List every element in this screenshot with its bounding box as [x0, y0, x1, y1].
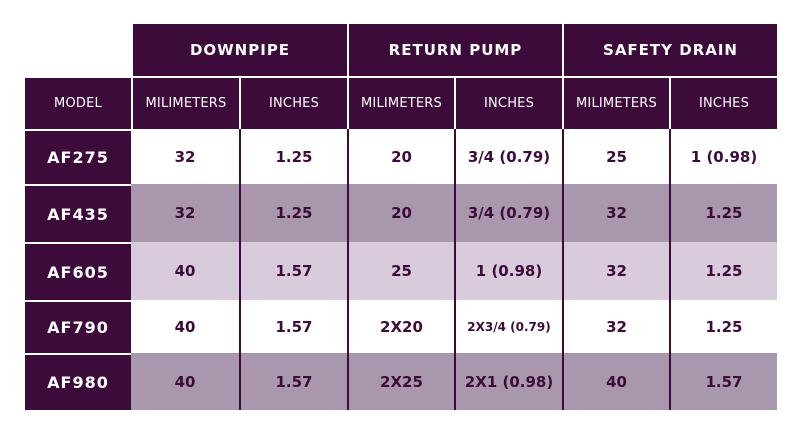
subheader-safety-mm: MILIMETERS — [562, 76, 669, 129]
cell-af980-return-mm: 2X25 — [347, 353, 454, 410]
cell-af275-return-in: 3/4 (0.79) — [454, 129, 562, 184]
cell-af790-downpipe-mm: 40 — [131, 300, 239, 353]
cell-af790-return-mm: 2X20 — [347, 300, 454, 353]
cell-af435-safety-in: 1.25 — [669, 184, 777, 242]
cell-af980-downpipe-in: 1.57 — [239, 353, 347, 410]
cell-af605-safety-in: 1.25 — [669, 242, 777, 300]
cell-af980-return-in: 2X1 (0.98) — [454, 353, 562, 410]
cell-af275-return-mm: 20 — [347, 129, 454, 184]
model-af790: AF790 — [25, 300, 131, 353]
subheader-downpipe-in: INCHES — [239, 76, 347, 129]
model-af605: AF605 — [25, 242, 131, 300]
cell-af435-downpipe-mm: 32 — [131, 184, 239, 242]
model-af435: AF435 — [25, 184, 131, 242]
cell-af605-downpipe-in: 1.57 — [239, 242, 347, 300]
pipe-size-table: DOWNPIPE RETURN PUMP SAFETY DRAIN MODEL … — [25, 24, 777, 410]
cell-af275-safety-mm: 25 — [562, 129, 669, 184]
cell-af605-safety-mm: 32 — [562, 242, 669, 300]
model-af980: AF980 — [25, 353, 131, 410]
cell-af435-return-in: 3/4 (0.79) — [454, 184, 562, 242]
cell-af435-return-mm: 20 — [347, 184, 454, 242]
cell-af790-return-in: 2X3/4 (0.79) — [454, 300, 562, 353]
cell-af275-downpipe-mm: 32 — [131, 129, 239, 184]
cell-af275-safety-in: 1 (0.98) — [669, 129, 777, 184]
header-return-pump: RETURN PUMP — [347, 24, 562, 76]
cell-af790-safety-mm: 32 — [562, 300, 669, 353]
cell-af275-downpipe-in: 1.25 — [239, 129, 347, 184]
model-af275: AF275 — [25, 129, 131, 184]
subheader-safety-in: INCHES — [669, 76, 777, 129]
cell-af790-downpipe-in: 1.57 — [239, 300, 347, 353]
cell-af435-downpipe-in: 1.25 — [239, 184, 347, 242]
cell-af980-safety-in: 1.57 — [669, 353, 777, 410]
cell-af790-safety-in: 1.25 — [669, 300, 777, 353]
table-corner-blank — [25, 24, 131, 76]
cell-af605-return-in: 1 (0.98) — [454, 242, 562, 300]
cell-af605-return-mm: 25 — [347, 242, 454, 300]
subheader-downpipe-mm: MILIMETERS — [131, 76, 239, 129]
subheader-return-mm: MILIMETERS — [347, 76, 454, 129]
header-safety-drain: SAFETY DRAIN — [562, 24, 777, 76]
cell-af435-safety-mm: 32 — [562, 184, 669, 242]
header-downpipe: DOWNPIPE — [131, 24, 347, 76]
cell-af980-safety-mm: 40 — [562, 353, 669, 410]
header-model: MODEL — [25, 76, 131, 129]
subheader-return-in: INCHES — [454, 76, 562, 129]
cell-af980-downpipe-mm: 40 — [131, 353, 239, 410]
cell-af605-downpipe-mm: 40 — [131, 242, 239, 300]
